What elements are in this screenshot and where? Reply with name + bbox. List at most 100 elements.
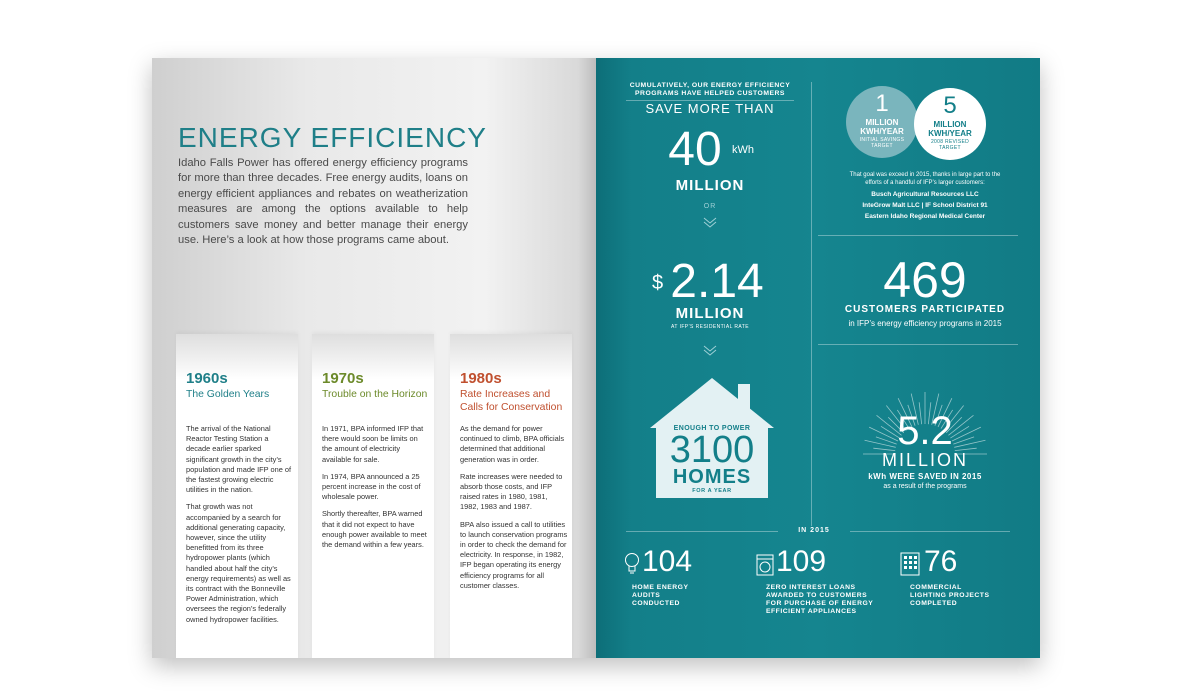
participants-note: in IFP’s energy efficiency programs in 2… (848, 319, 1002, 328)
goal-text-line2: efforts of a handful of IFP’s larger cus… (865, 180, 985, 186)
dollar-note: AT IFP’S RESIDENTIAL RATE (671, 324, 749, 330)
sunburst-ray (886, 405, 907, 431)
sunburst-ray (940, 409, 954, 429)
light-bulb-icon (625, 553, 639, 574)
kwh-number: 40 (668, 123, 722, 176)
intro-paragraph: Idaho Falls Power has offered energy eff… (178, 157, 468, 247)
initial-target-unit: MILLION KWH/YEAR (860, 118, 904, 136)
era-decade: 1970s (322, 370, 364, 387)
participants-label: CUSTOMERS PARTICIPATED (844, 304, 1006, 315)
sunburst-ray (864, 439, 896, 448)
era-paragraph: In 1971, BPA informed IFP that there wou… (322, 424, 424, 464)
chevron-down-icon (703, 217, 717, 228)
dollar-million: MILLION (675, 305, 745, 322)
era-column-1970s: 1970s Trouble on the Horizon In 1971, BP… (312, 334, 434, 658)
era-subtitle: Rate Increases and Calls for Conservatio… (460, 389, 563, 413)
era-subtitle: Trouble on the Horizon (322, 389, 428, 400)
era-paragraph: Shortly thereafter, BPA warned that it d… (322, 509, 427, 550)
chevron-down-icon (703, 345, 717, 356)
house-icon (650, 378, 774, 498)
era-paragraph: In 1974, BPA announced a 25 percent incr… (322, 471, 421, 502)
audits-number: 104 (642, 545, 693, 578)
section-rule (818, 235, 1018, 236)
sunburst-ray (907, 404, 916, 426)
cumulative-heading-line2: PROGRAMS HAVE HELPED CUSTOMERS (635, 90, 785, 97)
era-paragraph: Rate increases were needed to absorb tho… (460, 471, 563, 512)
sunburst-ray (937, 397, 953, 428)
lighting-projects-number: 76 (924, 545, 958, 578)
sunburst-ray (875, 436, 897, 445)
sunburst-ray (954, 447, 977, 452)
sunburst-icon (863, 392, 987, 455)
initial-target-note: INITIAL SAVINGS TARGET (859, 137, 905, 149)
kwh-million: MILLION (675, 177, 745, 194)
era-paragraph: BPA also issued a call to utilities to l… (460, 519, 568, 590)
revised-target-note: 2008 REVISED TARGET (930, 139, 970, 151)
sunburst-ray (873, 447, 896, 452)
house-bottom-text: FOR A YEAR (692, 488, 732, 494)
customer-row: InteGrow Malt LLC | IF School District 9… (818, 202, 1032, 209)
in-2015-rule-left (626, 531, 778, 532)
house-number: 3100 (669, 429, 755, 471)
customer-school-district: IF School District 91 (925, 202, 988, 209)
brochure-spread: ENERGY EFFICIENCY Idaho Falls Power has … (152, 58, 1040, 658)
sunburst-ray (953, 436, 975, 445)
revised-target-number: 5 (943, 92, 957, 119)
lighting-projects-label: COMMERCIAL LIGHTING PROJECTS COMPLETED (910, 584, 990, 607)
customer-integrow: InteGrow Malt LLC (862, 202, 920, 209)
in-2015-heading: IN 2015 (798, 527, 830, 534)
sunburst-ray (896, 409, 910, 429)
cumulative-heading-line1: CUMULATIVELY, OUR ENERGY EFFICIENCY (629, 82, 791, 89)
sunburst-ray (887, 416, 905, 434)
saved-label: kWh WERE SAVED IN 2015 (868, 472, 982, 481)
in-2015-rule-right (850, 531, 1010, 532)
saved-number: 5.2 (897, 409, 953, 453)
dollar-sign: $ (652, 272, 664, 294)
saved-note: as a result of the programs (883, 483, 967, 490)
era-column-1960s: 1960s The Golden Years The arrival of th… (176, 334, 298, 658)
house-homes: HOMES (672, 466, 752, 488)
participants-number: 469 (883, 252, 967, 308)
era-decade: 1960s (186, 370, 228, 387)
era-paragraph: That growth was not accompanied by a sea… (186, 502, 291, 624)
sunburst-ray (880, 425, 900, 439)
sunburst-ray (954, 439, 986, 448)
vertical-divider (811, 82, 812, 526)
customer-busch: Busch Agricultural Resources LLC (871, 191, 979, 198)
save-more-than: SAVE MORE THAN (645, 101, 775, 116)
initial-target-number: 1 (875, 90, 889, 117)
era-body: As the demand for power continued to cli… (460, 424, 568, 598)
sunburst-ray (868, 426, 899, 442)
era-body: The arrival of the National Reactor Test… (186, 424, 294, 632)
revised-target-unit: MILLION KWH/YEAR (928, 120, 972, 138)
era-column-1980s: 1980s Rate Increases and Calls for Conse… (450, 334, 572, 658)
era-paragraph: As the demand for power continued to cli… (460, 424, 565, 464)
sunburst-ray (931, 393, 940, 425)
loans-number: 109 (776, 545, 827, 578)
era-decade: 1980s (460, 370, 502, 387)
sunburst-ray (948, 415, 974, 436)
sunburst-ray (927, 402, 932, 425)
sunburst-ray (910, 393, 919, 425)
initial-target-circle: 1 MILLION KWH/YEAR INITIAL SAVINGS TARGET (846, 86, 918, 158)
era-subtitle: The Golden Years (186, 389, 270, 400)
loans-label: ZERO INTEREST LOANS AWARDED TO CUSTOMERS F… (766, 584, 874, 615)
or-separator: OR (703, 203, 717, 210)
era-paragraph: The arrival of the National Reactor Test… (186, 424, 292, 495)
right-page: CUMULATIVELY, OUR ENERGY EFFICIENCY PROG… (596, 58, 1040, 658)
sunburst-ray (918, 402, 923, 425)
section-rule (818, 344, 1018, 345)
era-body: In 1971, BPA informed IFP that there wou… (322, 424, 430, 557)
customer-eirmc: Eastern Idaho Regional Medical Center (864, 213, 986, 220)
kwh-unit: kWh (732, 144, 754, 156)
sunburst-ray (897, 397, 913, 428)
revised-target-circle: 5 MILLION KWH/YEAR 2008 REVISED TARGET (914, 88, 986, 160)
audits-label: HOME ENERGY AUDITS CONDUCTED (632, 584, 689, 607)
heading-rule (626, 100, 794, 101)
house-top-text: ENOUGH TO POWER (673, 425, 751, 432)
sunburst-ray (950, 425, 970, 439)
sunburst-ray (951, 426, 982, 442)
page-title: ENERGY EFFICIENCY (178, 122, 487, 153)
office-building-icon (900, 552, 920, 576)
left-page: ENERGY EFFICIENCY Idaho Falls Power has … (152, 58, 596, 658)
